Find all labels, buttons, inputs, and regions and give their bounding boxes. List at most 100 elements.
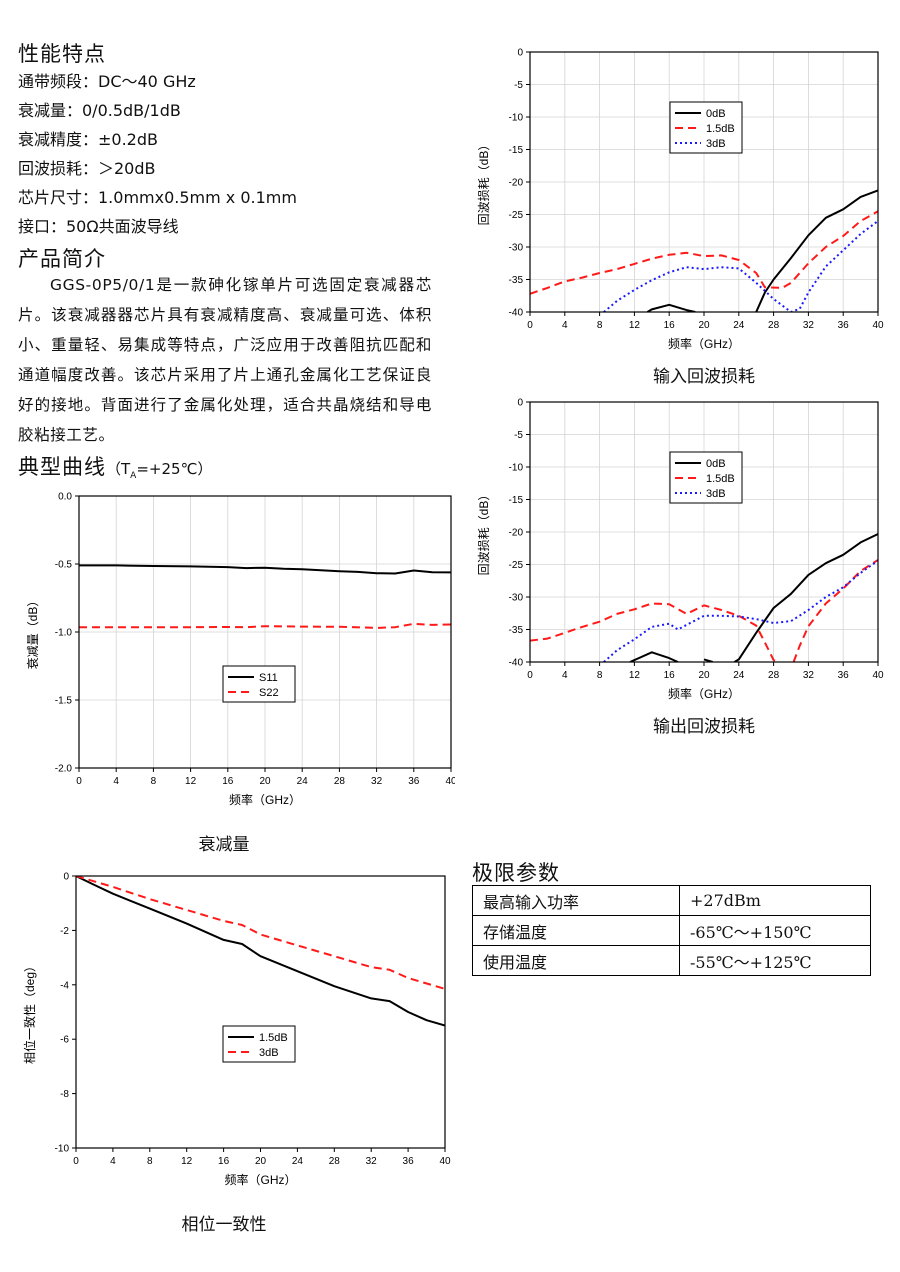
x-tick-label: 16 [664, 320, 676, 331]
y-tick-label: -25 [509, 560, 524, 571]
x-tick-label: 28 [768, 320, 780, 331]
series-line [629, 651, 679, 662]
x-tick-label: 20 [698, 670, 710, 681]
series-line [733, 533, 878, 662]
limits-heading: 极限参数 [472, 861, 560, 885]
x-tick-label: 16 [218, 1156, 230, 1167]
y-tick-label: -2 [60, 926, 69, 937]
x-tick-label: 28 [768, 670, 780, 681]
y-tick-label: -30 [509, 243, 524, 254]
series-0dB [646, 189, 878, 312]
table-row: 最高输入功率 +27dBm [472, 885, 871, 916]
x-tick-label: 32 [803, 320, 815, 331]
y-tick-label: -20 [509, 178, 524, 189]
x-tick-label: 20 [255, 1156, 267, 1167]
x-tick-label: 8 [151, 776, 157, 787]
x-tick-label: 24 [733, 670, 745, 681]
series-0dB [629, 533, 878, 662]
x-tick-label: 16 [222, 776, 234, 787]
x-tick-label: 28 [334, 776, 346, 787]
x-tick-label: 36 [408, 776, 420, 787]
x-tick-label: 40 [872, 320, 884, 331]
features-heading: 性能特点 [18, 42, 106, 66]
y-tick-label: -1.0 [55, 628, 73, 639]
y-tick-label: -35 [509, 625, 524, 636]
series-3dB [603, 220, 878, 312]
curves-title: 典型曲线 [18, 455, 106, 479]
x-axis-title: 频率（GHz） [668, 336, 740, 351]
series-line [755, 189, 878, 312]
y-axis-title: 回波损耗（dB） [477, 139, 491, 226]
y-tick-label: -10 [509, 463, 524, 474]
series-S22 [79, 622, 451, 629]
x-tick-label: 40 [445, 776, 455, 787]
legend-label: 3dB [706, 488, 726, 500]
y-tick-label: -6 [60, 1035, 69, 1046]
feature-attenuation: 衰减量：0/0.5dB/1dB [18, 101, 181, 120]
y-tick-label: -10 [55, 1144, 70, 1155]
y-tick-label: -5 [514, 80, 523, 91]
series-line [530, 210, 878, 295]
y-tick-label: -40 [509, 308, 524, 319]
phase-consistency-caption: 相位一致性 [181, 1215, 267, 1235]
curves-condition-suffix: =+25℃） [136, 460, 213, 478]
series-line [79, 564, 451, 575]
plot-frame [75, 875, 446, 1149]
x-axis-title: 频率（GHz） [668, 686, 740, 701]
y-tick-label: -10 [509, 113, 524, 124]
x-tick-label: 0 [527, 670, 533, 681]
limit-value: +27dBm [679, 885, 871, 916]
y-tick-label: 0 [517, 398, 523, 409]
series-1.5dB [530, 559, 878, 662]
x-tick-label: 36 [403, 1156, 415, 1167]
series-S11 [79, 564, 451, 575]
x-tick-label: 40 [439, 1156, 451, 1167]
table-row: 存储温度 -65℃～+150℃ [472, 915, 871, 946]
x-tick-label: 16 [664, 670, 676, 681]
y-axis-title: 相位一致性（deg） [22, 960, 37, 1064]
series-1.5dB [530, 210, 878, 295]
x-tick-label: 4 [113, 776, 119, 787]
series-3dB [76, 876, 445, 990]
y-tick-label: -5 [514, 430, 523, 441]
attenuation-chart: 0 4 8 12 16 20 24 28 32 36 40 0.0 -0.5 -1.0 -1.5 -2.0 频率… [25, 492, 455, 808]
limit-param: 存储温度 [472, 915, 680, 946]
series-line [79, 622, 451, 629]
y-tick-label: -30 [509, 593, 524, 604]
series-line [792, 559, 878, 662]
x-tick-label: 36 [838, 670, 850, 681]
limit-param: 使用温度 [472, 945, 680, 976]
series-line [646, 303, 696, 312]
feature-interface: 接口：50Ω共面波导线 [18, 217, 179, 236]
feature-passband: 通带频段：DC～40 GHz [18, 72, 196, 91]
table-row: 使用温度 -55℃～+125℃ [472, 945, 871, 976]
y-tick-label: -1.5 [55, 696, 73, 707]
x-tick-label: 0 [527, 320, 533, 331]
legend-label: 1.5dB [259, 1032, 288, 1044]
x-tick-label: 0 [76, 776, 82, 787]
feature-accuracy: 衰减精度：±0.2dB [18, 130, 158, 149]
x-tick-label: 12 [185, 776, 197, 787]
y-axis-title: 回波损耗（dB） [477, 489, 491, 576]
y-tick-label: -4 [60, 980, 69, 991]
limit-value: -65℃～+150℃ [679, 915, 871, 946]
series-3dB [603, 559, 878, 662]
limit-value: -55℃～+125℃ [679, 945, 871, 976]
x-tick-label: 4 [562, 320, 568, 331]
y-tick-label: -35 [509, 275, 524, 286]
y-tick-label: -15 [509, 495, 524, 506]
y-tick-label: -40 [509, 658, 524, 669]
series-line [76, 876, 445, 990]
x-tick-label: 24 [297, 776, 309, 787]
attenuation-caption: 衰减量 [198, 835, 250, 855]
input-return-loss-caption: 输入回波损耗 [653, 367, 755, 387]
x-tick-label: 24 [733, 320, 745, 331]
y-tick-label: -2.0 [55, 764, 73, 775]
legend-box [222, 665, 296, 703]
series-1.5dB [76, 876, 445, 1027]
x-tick-label: 8 [147, 1156, 153, 1167]
features-list: 通带频段：DC～40 GHz 衰减量：0/0.5dB/1dB 衰减精度：±0.2… [18, 67, 438, 241]
x-tick-label: 32 [366, 1156, 378, 1167]
x-tick-label: 4 [562, 670, 568, 681]
x-tick-label: 12 [181, 1156, 193, 1167]
